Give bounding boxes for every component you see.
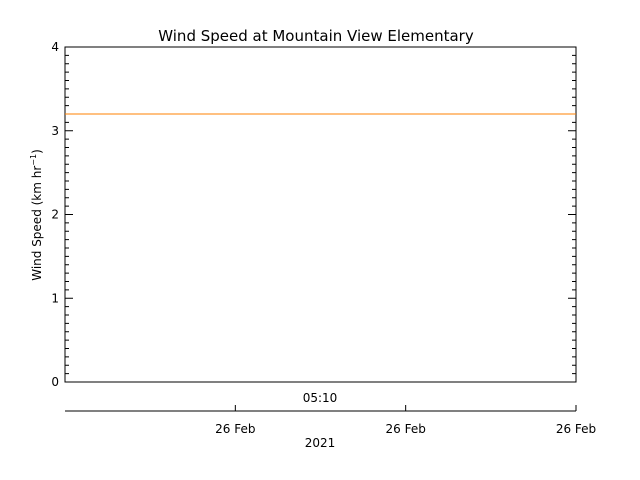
x-axis-year-label: 2021	[305, 436, 336, 450]
y-axis-tick-labels: 0 1 2 3 4	[51, 40, 59, 389]
y-tick-label: 4	[51, 40, 59, 54]
x-axis-time-label: 05:10	[303, 391, 338, 405]
y-axis-label-superscript: −1	[29, 154, 38, 166]
chart-title: Wind Speed at Mountain View Elementary	[158, 27, 474, 45]
y-tick-label: 2	[51, 208, 59, 222]
y-tick-label: 0	[51, 375, 59, 389]
date-tick-label: 26 Feb	[385, 422, 425, 436]
y-tick-label: 1	[51, 291, 59, 305]
date-tick-label: 26 Feb	[556, 422, 596, 436]
x-date-axis: 26 Feb 26 Feb 26 Feb	[65, 405, 596, 436]
y-tick-label: 3	[51, 124, 59, 138]
y-axis-ticks	[65, 46, 576, 383]
y-axis-label-text: Wind Speed (km hr	[30, 166, 44, 281]
y-axis-label-suffix: )	[30, 149, 44, 154]
y-axis-label: Wind Speed (km hr−1)	[29, 149, 44, 281]
date-tick-label: 26 Feb	[215, 422, 255, 436]
